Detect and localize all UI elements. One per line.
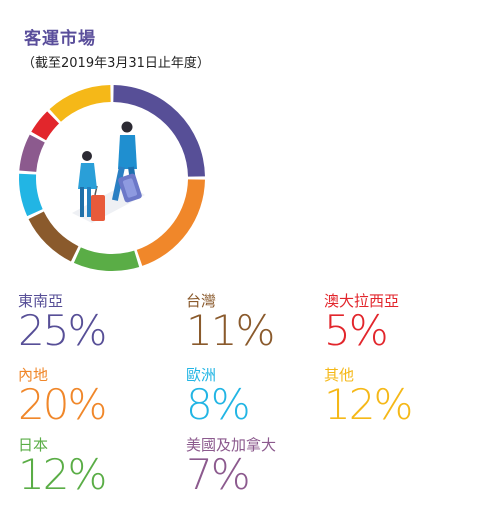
donut-slice-2 bbox=[73, 247, 140, 271]
data-label: 20% bbox=[18, 380, 107, 429]
legend-label: 內地 bbox=[18, 366, 49, 384]
legend-taiwan: 台灣 11% bbox=[186, 292, 275, 355]
donut-slice-6 bbox=[31, 111, 60, 141]
legend-others: 其他 12% bbox=[324, 366, 413, 429]
legend-label: 歐洲 bbox=[186, 366, 217, 384]
legend-label: 日本 bbox=[18, 436, 49, 454]
legend-southeast-asia: 東南亞 25% bbox=[18, 292, 107, 355]
legend-label: 澳大拉西亞 bbox=[324, 292, 400, 310]
data-label: 8% bbox=[186, 380, 251, 429]
data-label: 11% bbox=[186, 306, 275, 355]
donut-slice-4 bbox=[19, 173, 43, 217]
donut-slice-5 bbox=[19, 134, 45, 172]
chart-subtitle: （截至2019年3月31日止年度） bbox=[22, 56, 210, 71]
legend-label: 台灣 bbox=[186, 292, 217, 310]
donut-slice-0 bbox=[113, 85, 205, 177]
suitcase-icon bbox=[91, 195, 105, 221]
legend-japan: 日本 12% bbox=[18, 436, 107, 499]
legend-australasia: 澳大拉西亞 5% bbox=[324, 292, 399, 352]
donut-slice-1 bbox=[136, 179, 205, 266]
data-label: 12% bbox=[324, 380, 413, 429]
legend-mainland: 內地 20% bbox=[18, 366, 107, 429]
legend-label: 東南亞 bbox=[18, 292, 64, 310]
donut-slice-7 bbox=[49, 85, 111, 122]
travellers-illustration bbox=[72, 121, 145, 223]
donut-slice-3 bbox=[28, 211, 79, 262]
legend-us-canada: 美國及加拿大 7% bbox=[186, 436, 276, 496]
legend-europe: 歐洲 8% bbox=[186, 366, 251, 429]
data-label: 12% bbox=[18, 450, 107, 499]
data-label: 5% bbox=[324, 306, 389, 355]
legend-label: 美國及加拿大 bbox=[186, 436, 277, 454]
donut-chart bbox=[19, 85, 205, 271]
chart-title: 客運市場 bbox=[24, 29, 96, 49]
legend-label: 其他 bbox=[324, 366, 355, 384]
data-label: 7% bbox=[186, 450, 251, 499]
data-label: 25% bbox=[18, 306, 107, 355]
donut-slices bbox=[19, 85, 205, 271]
